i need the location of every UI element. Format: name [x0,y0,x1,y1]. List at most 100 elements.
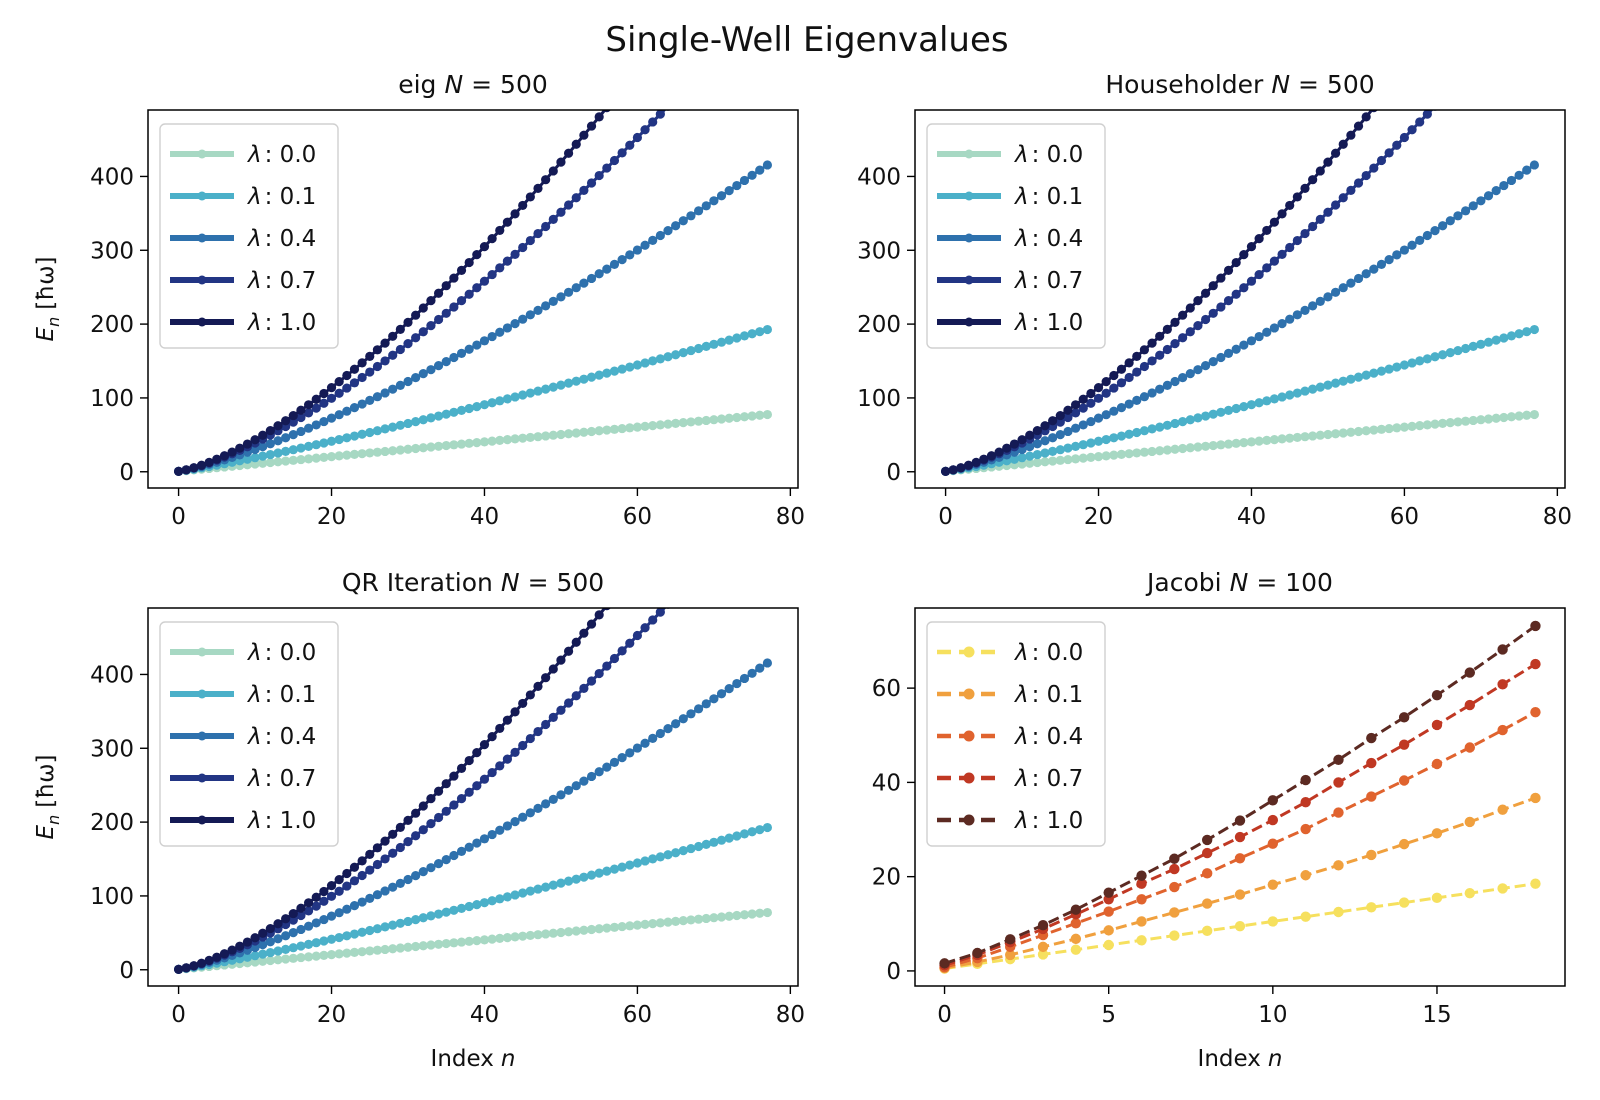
legend-swatch-marker [964,275,974,285]
data-point [1315,166,1325,176]
data-point [380,356,390,366]
data-point [449,905,459,915]
data-point [487,269,497,280]
data-point [1109,370,1119,381]
data-point [579,130,589,140]
data-point [1147,446,1157,457]
data-point [724,833,734,843]
data-point [227,447,237,457]
data-point [1366,849,1377,861]
data-point [1162,445,1172,455]
data-point [1338,283,1348,293]
data-point [956,463,966,473]
data-point [747,668,757,678]
data-point [1246,336,1257,346]
data-point [326,934,337,944]
data-point [1522,165,1532,175]
data-point [594,924,604,934]
y-tick-label: 100 [90,386,134,412]
data-point [602,762,612,772]
data-point [502,715,513,725]
data-point [487,829,497,840]
data-point [1292,388,1302,398]
data-point [296,924,306,935]
legend-value: : 0.1 [265,184,317,210]
data-point [265,457,275,468]
data-point [617,423,627,434]
data-point [433,859,444,869]
data-point [525,192,535,202]
data-point [640,738,650,748]
data-point [1162,344,1172,355]
data-point [1369,163,1379,173]
data-point [762,409,773,420]
data-point [1147,388,1157,398]
data-point [586,372,597,382]
data-point [219,949,230,959]
data-point [250,933,260,943]
data-point [709,415,719,425]
data-point [602,866,612,876]
y-axis: 0 100 200 300 400 [857,164,915,486]
data-point [411,831,421,841]
data-point [357,870,367,881]
data-point [563,927,574,937]
legend-item: λ: 0.0 [170,640,316,666]
data-point [334,377,344,387]
data-point [556,292,566,302]
data-point [1070,408,1081,418]
data-point [1476,339,1486,349]
data-point [1361,112,1371,122]
data-point [1353,273,1364,284]
data-point [388,350,398,360]
data-point [1070,944,1082,955]
data-point [1032,439,1042,449]
data-point [671,350,681,360]
data-point [1169,930,1180,941]
data-point [334,410,344,420]
data-point [296,405,306,415]
data-point [1285,200,1295,211]
data-point [762,160,773,170]
data-point [495,327,505,337]
legend-value: : 1.0 [265,310,317,336]
data-point [403,317,413,327]
data-point [334,388,344,398]
data-point [632,858,643,868]
data-point [1103,939,1114,951]
data-point [609,424,620,434]
data-point [1285,390,1295,400]
data-point [357,399,367,409]
data-point [1346,278,1356,288]
data-point [1009,439,1020,449]
data-point [235,941,245,951]
data-point [1330,429,1341,439]
data-point [418,443,428,453]
data-point [1269,435,1280,445]
data-point [334,932,344,943]
legend-item: λ: 0.0 [937,142,1083,168]
plot-area [173,608,773,974]
data-point [686,843,696,854]
data-point [334,949,344,959]
data-point [380,388,390,398]
data-point [525,235,535,246]
data-point [395,822,405,832]
legend-symbol: λ [1013,226,1029,252]
data-point [533,726,543,737]
data-point [548,296,558,306]
data-point [319,388,329,399]
data-point [380,836,390,846]
data-point [632,920,643,930]
data-point [1101,377,1111,387]
legend-swatch-marker [197,233,207,243]
data-point [426,296,436,306]
data-point [258,442,268,452]
data-point [940,466,951,476]
data-point [563,698,574,708]
data-point [747,827,757,837]
legend-item: λ: 1.0 [170,808,316,834]
title-variable: N [1271,70,1290,99]
data-point [586,676,597,686]
title-value: = 500 [471,70,548,99]
